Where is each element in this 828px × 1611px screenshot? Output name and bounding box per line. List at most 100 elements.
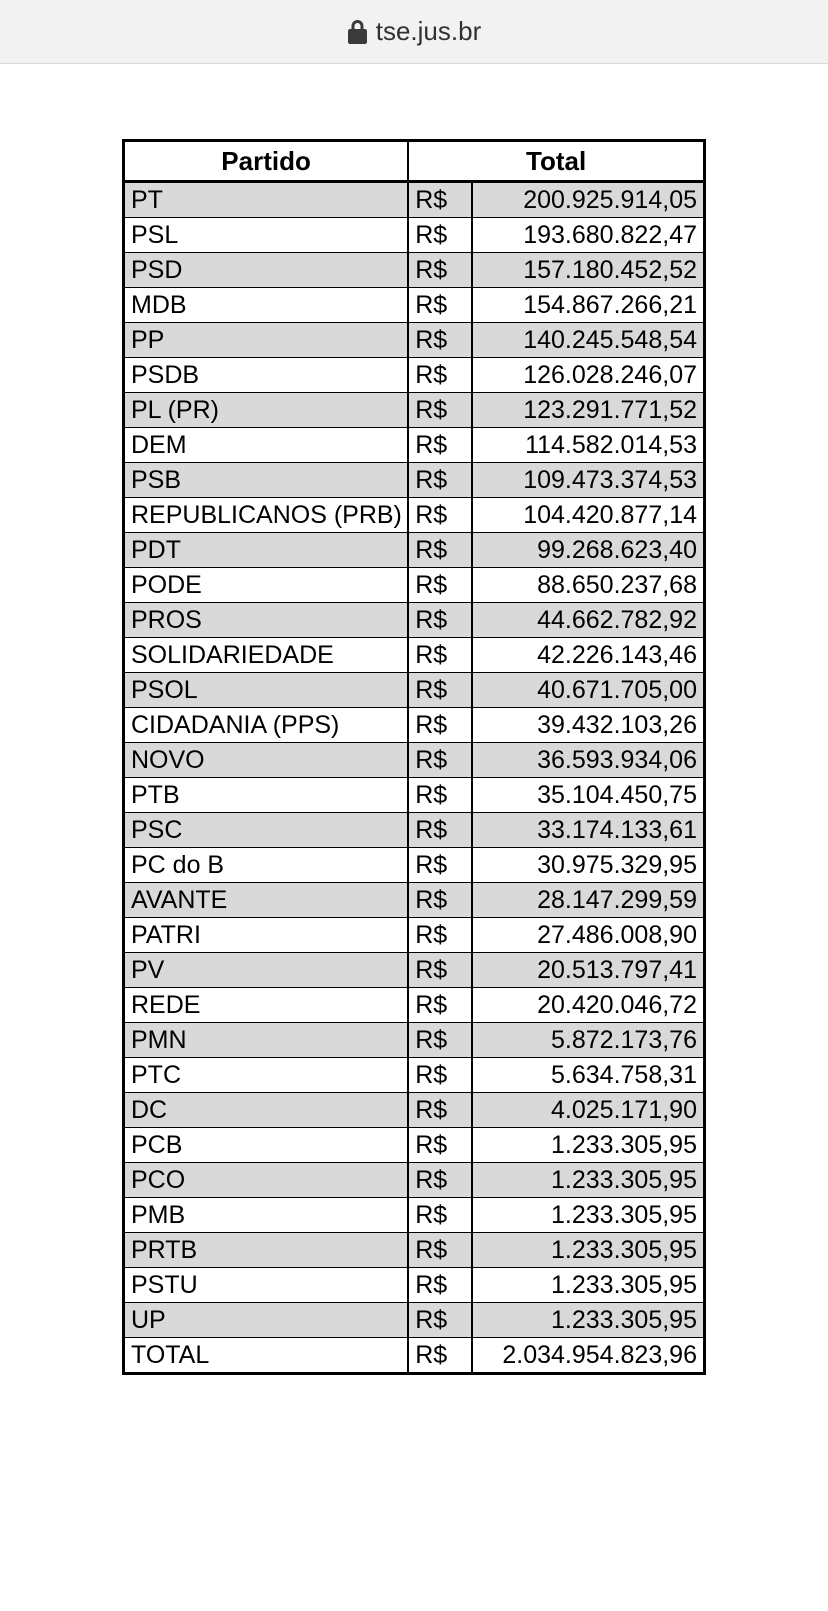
party-name-cell: PP [124, 323, 409, 358]
party-name-cell: CIDADANIA (PPS) [124, 708, 409, 743]
currency-cell: R$ [408, 1198, 472, 1233]
party-name-cell: UP [124, 1303, 409, 1338]
currency-cell: R$ [408, 218, 472, 253]
amount-cell: 20.513.797,41 [472, 953, 704, 988]
party-name-cell: PSD [124, 253, 409, 288]
party-funds-table: Partido Total PTR$200.925.914,05PSLR$193… [122, 139, 706, 1375]
party-funds-table-wrap: Partido Total PTR$200.925.914,05PSLR$193… [122, 139, 706, 1611]
party-name-cell: PODE [124, 568, 409, 603]
table-row: DEMR$114.582.014,53 [124, 428, 705, 463]
amount-cell: 1.233.305,95 [472, 1128, 704, 1163]
party-name-cell: PSDB [124, 358, 409, 393]
table-row: REPUBLICANOS (PRB)R$104.420.877,14 [124, 498, 705, 533]
party-name-cell: PATRI [124, 918, 409, 953]
currency-cell: R$ [408, 778, 472, 813]
table-row: PATRIR$27.486.008,90 [124, 918, 705, 953]
currency-cell: R$ [408, 1268, 472, 1303]
table-row: PSLR$193.680.822,47 [124, 218, 705, 253]
amount-cell: 1.233.305,95 [472, 1163, 704, 1198]
table-row: PODER$88.650.237,68 [124, 568, 705, 603]
page-content: Partido Total PTR$200.925.914,05PSLR$193… [0, 64, 828, 1611]
party-name-cell: DEM [124, 428, 409, 463]
party-name-cell: PDT [124, 533, 409, 568]
amount-cell: 1.233.305,95 [472, 1198, 704, 1233]
currency-cell: R$ [408, 1163, 472, 1198]
amount-cell: 140.245.548,54 [472, 323, 704, 358]
table-row: NOVOR$36.593.934,06 [124, 743, 705, 778]
table-row: MDBR$154.867.266,21 [124, 288, 705, 323]
currency-cell: R$ [408, 498, 472, 533]
party-name-cell: MDB [124, 288, 409, 323]
header-party: Partido [124, 141, 409, 182]
table-row: PL (PR)R$123.291.771,52 [124, 393, 705, 428]
amount-cell: 123.291.771,52 [472, 393, 704, 428]
amount-cell: 1.233.305,95 [472, 1233, 704, 1268]
table-row: PPR$140.245.548,54 [124, 323, 705, 358]
amount-cell: 20.420.046,72 [472, 988, 704, 1023]
party-name-cell: PSOL [124, 673, 409, 708]
currency-cell: R$ [408, 1233, 472, 1268]
party-name-cell: PRTB [124, 1233, 409, 1268]
table-header-row: Partido Total [124, 141, 705, 182]
party-name-cell: PV [124, 953, 409, 988]
currency-cell: R$ [408, 848, 472, 883]
table-body: PTR$200.925.914,05PSLR$193.680.822,47PSD… [124, 182, 705, 1374]
table-total-row: TOTALR$2.034.954.823,96 [124, 1338, 705, 1374]
table-row: DCR$4.025.171,90 [124, 1093, 705, 1128]
amount-cell: 109.473.374,53 [472, 463, 704, 498]
amount-cell: 39.432.103,26 [472, 708, 704, 743]
table-row: PSDR$157.180.452,52 [124, 253, 705, 288]
amount-cell: 33.174.133,61 [472, 813, 704, 848]
party-name-cell: PSL [124, 218, 409, 253]
currency-cell: R$ [408, 1303, 472, 1338]
party-name-cell: PMB [124, 1198, 409, 1233]
party-name-cell: REPUBLICANOS (PRB) [124, 498, 409, 533]
table-row: PSDBR$126.028.246,07 [124, 358, 705, 393]
url-display: tse.jus.br [376, 16, 482, 47]
header-total: Total [408, 141, 704, 182]
currency-cell: R$ [408, 1058, 472, 1093]
currency-cell: R$ [408, 182, 472, 218]
amount-cell: 200.925.914,05 [472, 182, 704, 218]
currency-cell: R$ [408, 883, 472, 918]
table-row: REDER$20.420.046,72 [124, 988, 705, 1023]
currency-cell: R$ [408, 988, 472, 1023]
amount-cell: 126.028.246,07 [472, 358, 704, 393]
total-label: TOTAL [124, 1338, 409, 1374]
amount-cell: 36.593.934,06 [472, 743, 704, 778]
amount-cell: 4.025.171,90 [472, 1093, 704, 1128]
table-row: AVANTER$28.147.299,59 [124, 883, 705, 918]
amount-cell: 193.680.822,47 [472, 218, 704, 253]
party-name-cell: PTC [124, 1058, 409, 1093]
party-name-cell: PC do B [124, 848, 409, 883]
party-name-cell: PTB [124, 778, 409, 813]
table-row: PSOLR$40.671.705,00 [124, 673, 705, 708]
table-row: PDTR$99.268.623,40 [124, 533, 705, 568]
currency-cell: R$ [408, 1338, 472, 1374]
table-row: PCBR$1.233.305,95 [124, 1128, 705, 1163]
currency-cell: R$ [408, 708, 472, 743]
currency-cell: R$ [408, 918, 472, 953]
currency-cell: R$ [408, 288, 472, 323]
party-name-cell: PCO [124, 1163, 409, 1198]
amount-cell: 1.233.305,95 [472, 1303, 704, 1338]
amount-cell: 40.671.705,00 [472, 673, 704, 708]
table-row: PROSR$44.662.782,92 [124, 603, 705, 638]
currency-cell: R$ [408, 1023, 472, 1058]
party-name-cell: PSB [124, 463, 409, 498]
currency-cell: R$ [408, 568, 472, 603]
party-name-cell: SOLIDARIEDADE [124, 638, 409, 673]
amount-cell: 88.650.237,68 [472, 568, 704, 603]
table-row: PMBR$1.233.305,95 [124, 1198, 705, 1233]
browser-address-bar[interactable]: tse.jus.br [0, 0, 828, 64]
table-row: PSTUR$1.233.305,95 [124, 1268, 705, 1303]
amount-cell: 44.662.782,92 [472, 603, 704, 638]
party-name-cell: NOVO [124, 743, 409, 778]
table-row: PC do BR$30.975.329,95 [124, 848, 705, 883]
amount-cell: 104.420.877,14 [472, 498, 704, 533]
amount-cell: 114.582.014,53 [472, 428, 704, 463]
currency-cell: R$ [408, 533, 472, 568]
currency-cell: R$ [408, 393, 472, 428]
amount-cell: 42.226.143,46 [472, 638, 704, 673]
amount-cell: 154.867.266,21 [472, 288, 704, 323]
